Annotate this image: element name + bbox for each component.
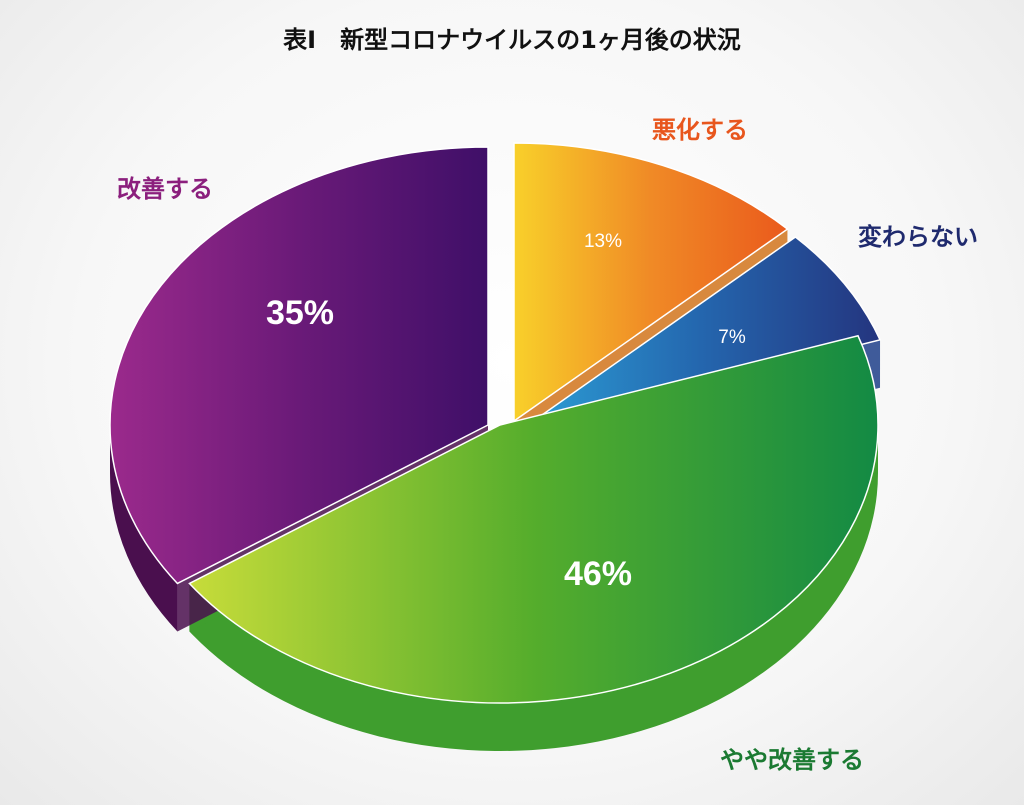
slice-value-label: 35% — [266, 294, 334, 332]
pie-slice-side — [189, 425, 879, 752]
chart-title: 表I 新型コロナウイルスの1ヶ月後の状況 — [283, 26, 741, 54]
pie-slice — [188, 334, 879, 704]
pie-slice — [521, 236, 882, 430]
pie-slice-side — [110, 425, 178, 632]
slice-value-label: 46% — [564, 555, 632, 593]
slice-category-label: 改善する — [117, 175, 213, 203]
slice-category-label: 悪化する — [652, 116, 748, 144]
pie-slice — [109, 146, 489, 585]
pie-slice — [513, 142, 789, 423]
slice-category-label: 変わらない — [858, 223, 978, 251]
slice-value-label: 7% — [718, 327, 746, 348]
pie-labels: 悪化する 13% 変わらない 7% やや改善する 46% 改善する 35% — [117, 116, 978, 774]
pie-tops — [109, 142, 882, 704]
slice-value-label: 13% — [584, 231, 622, 252]
slice-category-label: やや改善する — [720, 746, 864, 774]
